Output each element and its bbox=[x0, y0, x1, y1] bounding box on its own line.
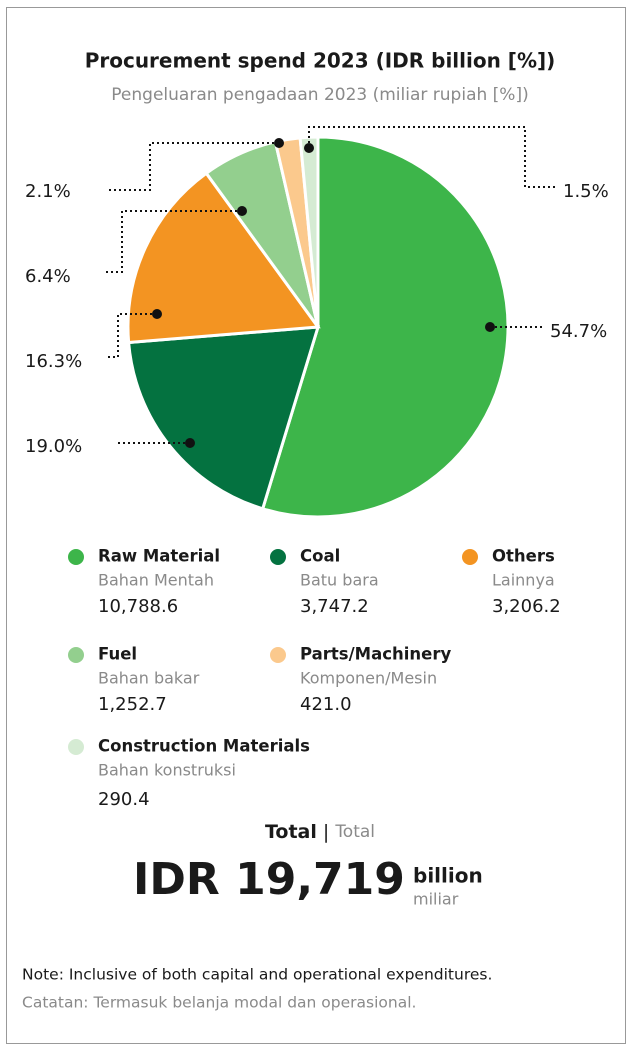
total-heading: Total | Total bbox=[265, 821, 375, 843]
leader-line bbox=[308, 126, 555, 188]
legend-name-id: Lainnya bbox=[492, 571, 555, 590]
legend-name-id: Komponen/Mesin bbox=[300, 669, 437, 688]
legend-name-id: Bahan bakar bbox=[98, 669, 200, 688]
legend-name: Parts/Machinery bbox=[300, 645, 451, 664]
leader-dot bbox=[237, 206, 247, 216]
legend-amount: 290.4 bbox=[98, 789, 150, 810]
legend-name: Raw Material bbox=[98, 547, 220, 566]
legend-amount: 421.0 bbox=[300, 694, 352, 715]
legend-swatch bbox=[270, 647, 286, 663]
legend-name-id: Bahan konstruksi bbox=[98, 761, 236, 780]
total-unit: billion bbox=[413, 864, 483, 888]
legend-name-id: Batu bara bbox=[300, 571, 379, 590]
chart-title: Procurement spend 2023 (IDR billion [%]) bbox=[85, 49, 556, 73]
leader-dot bbox=[185, 438, 195, 448]
total-unit-id: miliar bbox=[413, 890, 459, 909]
value-label: 54.7% bbox=[550, 321, 607, 342]
leader-line bbox=[105, 210, 242, 273]
legend-name-id: Bahan Mentah bbox=[98, 571, 214, 590]
legend-amount: 10,788.6 bbox=[98, 596, 178, 617]
legend-amount: 3,206.2 bbox=[492, 596, 561, 617]
total-heading-id: Total bbox=[334, 822, 375, 842]
total-heading-en: Total bbox=[265, 821, 317, 843]
pie-slice bbox=[126, 171, 321, 345]
total-value: IDR 19,719 bbox=[133, 854, 405, 905]
leader-line bbox=[107, 313, 157, 358]
leader-dot bbox=[485, 322, 495, 332]
chart-subtitle: Pengeluaran pengadaan 2023 (miliar rupia… bbox=[111, 85, 528, 105]
legend-name: Fuel bbox=[98, 645, 137, 664]
note-id: Catatan: Termasuk belanja modal dan oper… bbox=[22, 994, 416, 1012]
leader-dot bbox=[274, 138, 284, 148]
legend-swatch bbox=[68, 549, 84, 565]
value-label: 16.3% bbox=[25, 351, 82, 372]
legend-name: Construction Materials bbox=[98, 737, 310, 756]
legend-swatch bbox=[68, 647, 84, 663]
legend-swatch bbox=[270, 549, 286, 565]
legend-name: Others bbox=[492, 547, 555, 566]
pie-slice bbox=[127, 325, 321, 511]
legend-swatch bbox=[68, 739, 84, 755]
legend-amount: 3,747.2 bbox=[300, 596, 369, 617]
leader-dot bbox=[304, 143, 314, 153]
legend: Raw Material Bahan Mentah 10,788.6 Coal Batu… bbox=[68, 547, 561, 810]
value-label: 2.1% bbox=[25, 181, 71, 202]
value-label: 1.5% bbox=[563, 181, 609, 202]
pie-slice bbox=[260, 135, 510, 519]
separator: | bbox=[323, 821, 329, 843]
pie: 54.7% 19.0% 16.3% 6.4% 2.1% 1.5% bbox=[25, 126, 609, 519]
value-label: 19.0% bbox=[25, 436, 82, 457]
leader-dot bbox=[152, 309, 162, 319]
value-label: 6.4% bbox=[25, 266, 71, 287]
legend-swatch bbox=[462, 549, 478, 565]
legend-amount: 1,252.7 bbox=[98, 694, 167, 715]
note: Note: Inclusive of both capital and oper… bbox=[22, 966, 492, 984]
leader-line bbox=[108, 142, 279, 191]
legend-name: Coal bbox=[300, 547, 340, 566]
